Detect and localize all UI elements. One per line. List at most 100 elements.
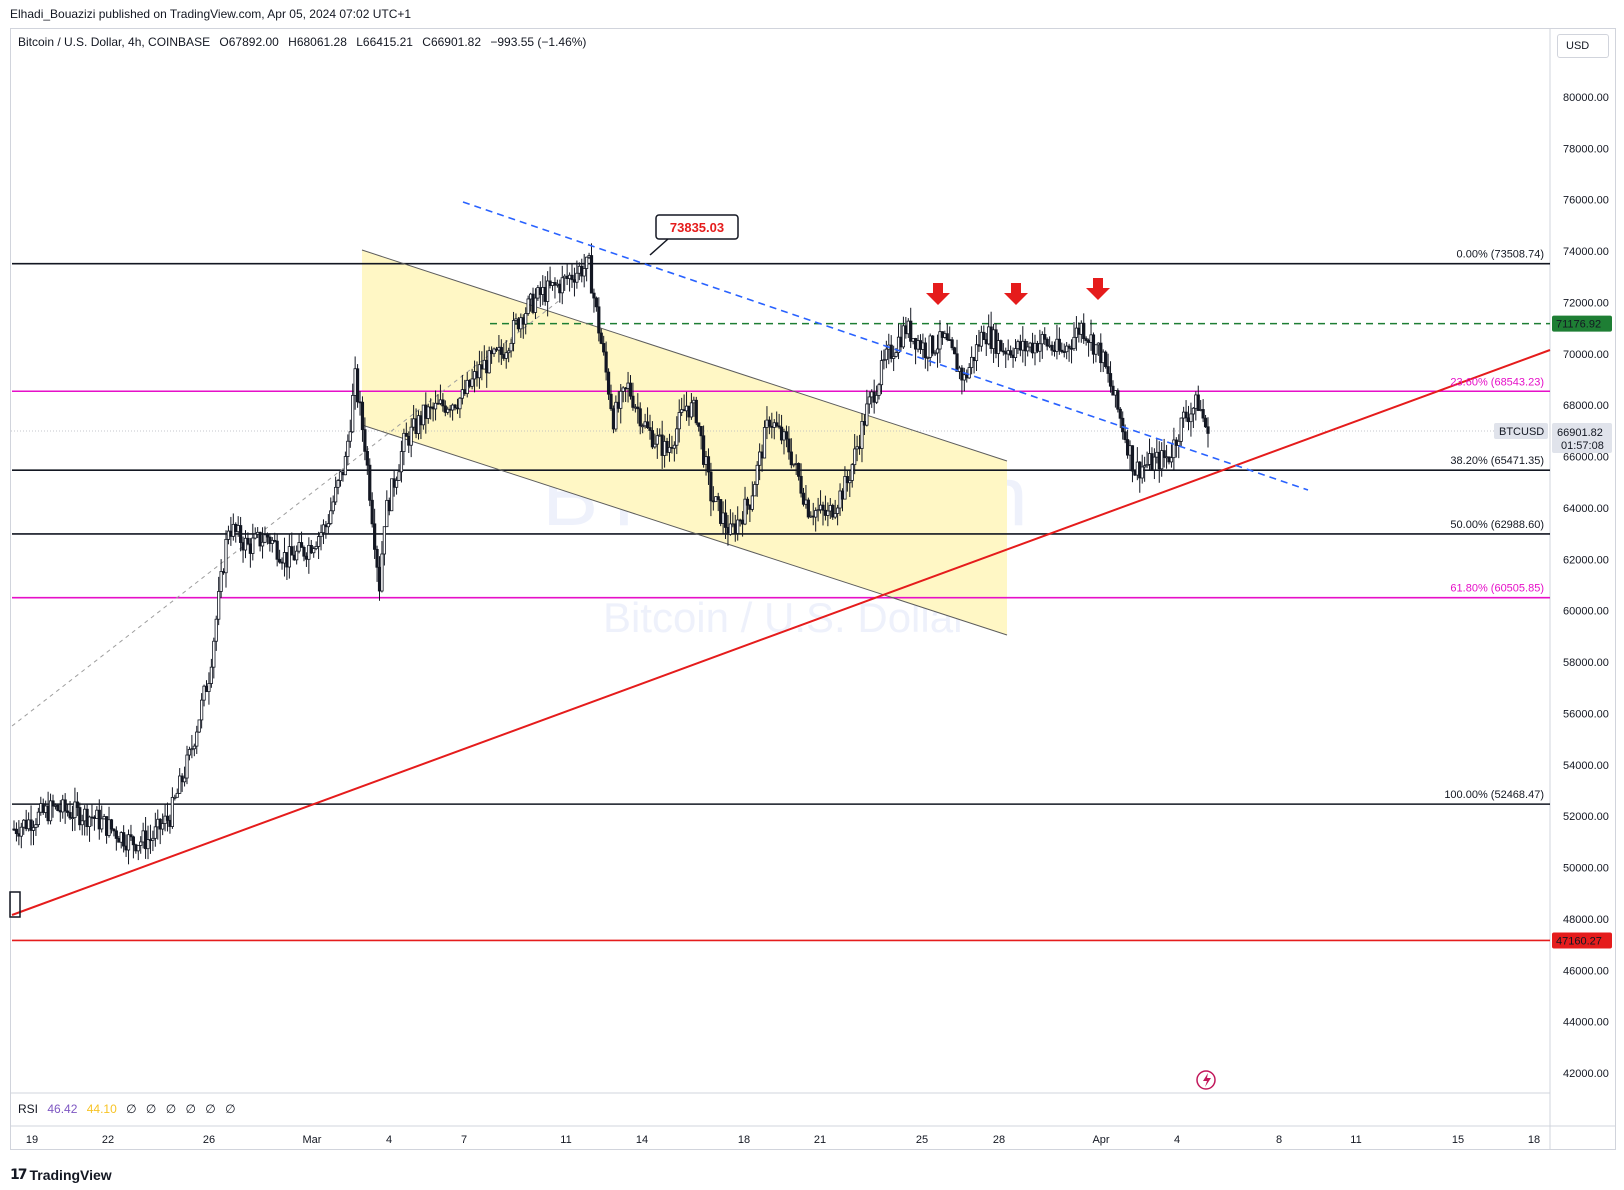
candle-body xyxy=(404,432,408,437)
candle-body xyxy=(209,666,213,684)
candle-body xyxy=(258,531,262,547)
falling-dashed-trendline xyxy=(462,201,1309,491)
candle-body xyxy=(385,499,389,528)
candle-body xyxy=(589,255,594,294)
down-arrow-icon xyxy=(1086,278,1110,300)
high-callout-text: 73835.03 xyxy=(670,220,724,235)
candle-body xyxy=(799,475,803,494)
candle-body xyxy=(1060,349,1064,352)
channel-upper-line xyxy=(361,249,1008,462)
ohlc-change: −993.55 (−1.46%) xyxy=(490,35,587,49)
candle-body xyxy=(270,539,274,544)
candle-body xyxy=(606,371,611,395)
candle-body xyxy=(931,335,935,354)
candle-body xyxy=(926,356,930,359)
ohlc-open: O67892.00 xyxy=(219,35,279,49)
candle-body xyxy=(31,827,36,831)
candle-body xyxy=(51,800,55,807)
candle-body xyxy=(190,748,194,751)
candle-body xyxy=(48,800,53,822)
candle-body xyxy=(638,408,642,427)
candle-body xyxy=(409,426,413,446)
price-axis[interactable]: 80000.00 78000.00 76000.00 74000.00 72000.00… xyxy=(1494,92,1612,1080)
candle-body xyxy=(935,348,940,354)
candle-body xyxy=(701,435,706,465)
candle-body xyxy=(139,841,143,846)
candle-body xyxy=(295,550,299,561)
fib-labels: 0.00% (73508.74) 23.60% (68543.23) 38.20% … xyxy=(1444,249,1544,801)
candle-body xyxy=(1191,407,1195,415)
candle-body xyxy=(299,542,304,548)
candle-body xyxy=(355,368,360,403)
candle-body xyxy=(938,331,942,350)
candle-body xyxy=(246,537,250,545)
candle-body xyxy=(165,815,170,821)
candle-body xyxy=(877,384,881,396)
fib-level-label: 100.00% (52468.47) xyxy=(1444,789,1544,801)
candle-body xyxy=(575,272,579,283)
candle-body xyxy=(66,810,70,813)
candle-body xyxy=(112,828,116,832)
candle-body xyxy=(655,435,659,445)
candle-body xyxy=(314,546,318,550)
candle-body xyxy=(504,352,508,359)
candle-body xyxy=(1094,344,1098,355)
candle-body xyxy=(1084,338,1088,341)
candle-body xyxy=(507,350,511,354)
candle-body xyxy=(1169,457,1174,463)
candle-body xyxy=(867,396,871,405)
candle-body xyxy=(375,548,379,568)
candle-body xyxy=(570,274,574,281)
candle-body xyxy=(492,348,496,355)
candles xyxy=(12,243,1210,865)
candle-body xyxy=(853,448,857,466)
tradingview-logo[interactable]: 𝟭𝟳 TradingView xyxy=(10,1166,112,1183)
fib-level-label: 38.20% (65471.35) xyxy=(1450,455,1544,467)
candle-body xyxy=(390,478,394,512)
time-tick-label: 21 xyxy=(814,1134,826,1146)
currency-selector[interactable]: USD xyxy=(1557,34,1609,58)
symbol-legend[interactable]: Bitcoin / U.S. Dollar, 4h, COINBASE O678… xyxy=(18,35,592,49)
candle-body xyxy=(360,401,365,431)
candle-body xyxy=(645,421,650,428)
candle-body xyxy=(453,404,457,409)
fib-level-label: 61.80% (60505.85) xyxy=(1450,583,1544,595)
candle-body xyxy=(1152,456,1156,471)
candle-body xyxy=(814,510,818,518)
candle-body xyxy=(36,811,40,826)
ohlc-close: C66901.82 xyxy=(422,35,482,49)
fib-level-label: 0.00% (73508.74) xyxy=(1457,249,1544,261)
candle-body xyxy=(1172,439,1176,459)
candle-body xyxy=(716,496,720,500)
candle-body xyxy=(667,446,672,453)
candle-body xyxy=(1009,350,1013,356)
candle-body xyxy=(821,504,825,511)
candle-body xyxy=(239,525,243,543)
candle-body xyxy=(1023,340,1027,352)
candle-body xyxy=(602,343,606,353)
time-axis[interactable]: 19 22 26 Mar 4 7 11 14 18 21 25 28 Apr 4 8 11 15 18 xyxy=(26,1134,1540,1146)
candle-body xyxy=(19,826,23,837)
candle-body xyxy=(109,819,114,830)
candle-body xyxy=(397,471,401,481)
candle-body xyxy=(368,464,372,501)
candle-body xyxy=(1065,345,1069,353)
candle-body xyxy=(1203,417,1208,428)
candle-body xyxy=(178,775,182,794)
candle-body xyxy=(524,313,528,325)
drawings xyxy=(11,249,1550,942)
countdown-badge: 01:57:08 xyxy=(1561,440,1604,452)
candle-body xyxy=(185,754,189,779)
candle-body xyxy=(833,513,837,518)
candle-body xyxy=(636,406,640,410)
candle-body xyxy=(131,836,135,846)
last-price-badge: 66901.82 xyxy=(1557,427,1603,439)
candle-body xyxy=(487,350,491,374)
candle-body xyxy=(251,537,255,554)
price-tick-label: 60000.00 xyxy=(1563,606,1609,618)
candle-body xyxy=(831,504,835,518)
time-tick-label: 18 xyxy=(738,1134,750,1146)
time-tick-label: 8 xyxy=(1276,1134,1282,1146)
rsi-legend[interactable]: RSI 46.42 44.10 ∅ ∅ ∅ ∅ ∅ ∅ xyxy=(18,1102,236,1116)
